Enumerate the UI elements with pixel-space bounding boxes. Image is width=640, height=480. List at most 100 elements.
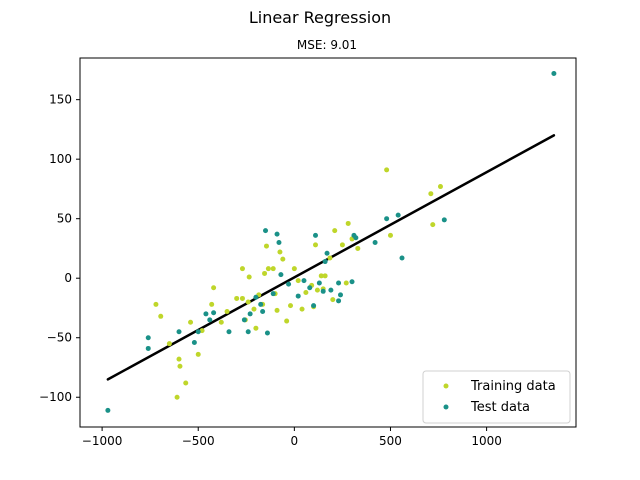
training-point <box>245 299 251 305</box>
plot-frame <box>79 57 577 428</box>
test-point <box>384 216 390 222</box>
legend-label-test: Test data <box>470 400 530 415</box>
training-point <box>303 289 309 295</box>
training-point <box>384 167 390 173</box>
test-point <box>301 278 307 284</box>
test-point <box>191 339 197 345</box>
training-point <box>211 285 217 291</box>
x-tick-label: 500 <box>379 434 402 448</box>
test-point <box>349 279 355 285</box>
training-point <box>437 184 443 190</box>
test-point <box>328 287 334 293</box>
test-point <box>336 298 342 304</box>
y-tick-label: 150 <box>49 93 72 107</box>
test-point <box>253 294 259 300</box>
test-point <box>176 329 182 335</box>
training-point <box>274 307 280 313</box>
x-tick-label: −1000 <box>82 434 123 448</box>
test-point <box>145 345 151 351</box>
test-point <box>441 217 447 223</box>
chart-title: Linear Regression <box>249 8 391 27</box>
training-point <box>322 273 328 279</box>
legend-marker-training <box>443 383 449 389</box>
test-point <box>316 280 322 286</box>
test-point <box>337 292 343 298</box>
test-point <box>311 303 317 309</box>
training-point <box>239 295 245 301</box>
test-point <box>211 310 217 316</box>
y-tick-label: 0 <box>64 271 72 285</box>
training-point <box>339 242 345 248</box>
y-tick-label: −100 <box>39 390 72 404</box>
test-point <box>336 280 342 286</box>
training-point <box>343 280 349 286</box>
plot-background <box>80 58 576 427</box>
legend-marker-test <box>443 404 449 410</box>
training-point <box>188 319 194 325</box>
training-point <box>280 256 286 262</box>
test-point <box>247 311 253 317</box>
training-point <box>355 245 361 251</box>
training-point <box>332 228 338 234</box>
test-points <box>105 70 557 413</box>
test-point <box>372 240 378 245</box>
training-point <box>209 301 215 307</box>
training-point <box>218 319 224 325</box>
training-point <box>430 222 436 228</box>
training-point <box>265 266 271 272</box>
training-point <box>314 287 320 293</box>
training-point <box>270 266 276 272</box>
training-point <box>253 325 259 331</box>
training-point <box>224 309 230 315</box>
training-point <box>195 351 201 357</box>
x-tick-label: −500 <box>182 434 215 448</box>
training-point <box>239 266 245 272</box>
test-point <box>324 250 330 256</box>
test-point <box>274 231 280 237</box>
training-point <box>428 191 434 197</box>
x-tick-label: 0 <box>291 434 299 448</box>
legend-box <box>422 370 571 424</box>
training-point <box>183 380 189 386</box>
y-tick-label: 50 <box>57 212 72 226</box>
training-point <box>246 274 252 280</box>
test-point <box>105 407 111 413</box>
training-point <box>263 243 269 249</box>
training-point <box>234 295 240 301</box>
chart-subtitle: MSE: 9.01 <box>297 38 357 52</box>
test-point <box>263 228 269 234</box>
test-point <box>203 311 209 317</box>
test-point <box>295 293 301 299</box>
test-point <box>320 288 326 294</box>
training-point <box>251 306 257 312</box>
training-point <box>277 249 283 255</box>
training-point <box>284 318 290 324</box>
test-point <box>241 317 247 323</box>
training-point <box>299 306 305 312</box>
test-point <box>313 232 319 238</box>
test-point <box>258 301 264 307</box>
test-point <box>286 281 292 287</box>
x-tick-label: 1000 <box>471 434 502 448</box>
test-point <box>395 212 401 218</box>
training-point <box>291 266 297 272</box>
test-point <box>270 291 276 297</box>
training-point <box>318 273 324 279</box>
test-point <box>226 329 232 335</box>
training-point <box>288 303 294 309</box>
test-point <box>551 70 557 76</box>
training-point <box>313 242 319 248</box>
test-point <box>145 335 151 341</box>
training-point <box>295 278 301 284</box>
test-point <box>353 235 359 241</box>
training-point <box>166 341 172 347</box>
y-tick-label: −50 <box>47 331 72 345</box>
test-point <box>195 329 201 335</box>
training-point <box>174 394 180 400</box>
test-point <box>264 330 270 336</box>
training-point <box>177 363 183 369</box>
training-point <box>345 220 351 226</box>
test-point <box>207 317 213 323</box>
